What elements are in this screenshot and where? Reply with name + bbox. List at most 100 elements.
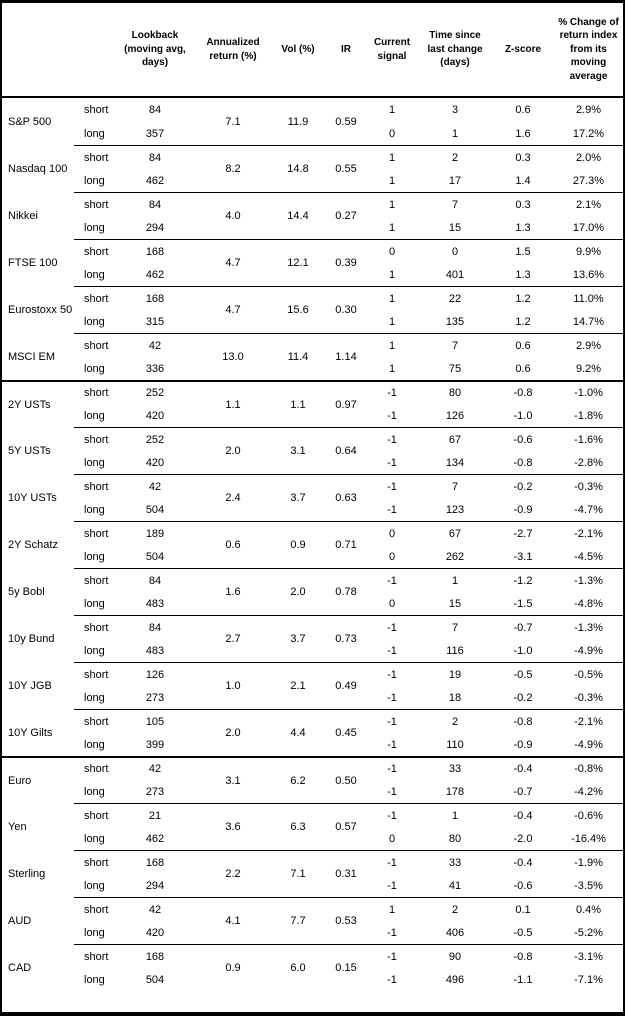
asset-group-aud: AUD short 42 4.1 7.7 0.53 1 2 0.1 0.4% long 420 -1 40… [2, 897, 623, 944]
vol-value: 7.1 [270, 850, 326, 897]
asset-name: 2Y Schatz [2, 521, 74, 568]
asset-group-cad: CAD short 168 0.9 6.0 0.15 -1 90 -0.8 -3.1% long 50… [2, 944, 623, 991]
col-header-annualized-return: Annualized return (%) [196, 3, 270, 98]
pct-change-value: 27.3% [572, 174, 605, 187]
leg-label: short [74, 286, 114, 310]
pct-change-value: -0.3% [554, 474, 623, 498]
lookback-value: 189 [114, 521, 196, 545]
col-header-asset [2, 3, 74, 98]
lookback-value: 357 [145, 127, 165, 140]
leg-label: long [84, 550, 105, 563]
pct-change-value: 2.0% [554, 145, 623, 169]
lookback-value: 504 [145, 550, 165, 563]
table-row-short: 10Y USTs short 42 2.4 3.7 0.63 -1 7 -0.2 -0.3% [2, 474, 623, 504]
asset-name: 2Y USTs [2, 380, 74, 427]
data-table: Lookback (moving avg, days) Annualized re… [2, 3, 623, 991]
ir-value: 0.55 [326, 145, 366, 192]
z-score-value: -1.1 [513, 973, 533, 986]
leg-label: short [74, 427, 114, 451]
col-header-time-since-last-change: Time since last change (days) [418, 3, 492, 98]
current-signal-value: 1 [388, 221, 396, 234]
table-row-long: long 462 0 80 -2.0 -16.4% [2, 827, 623, 850]
time-since-value: 178 [445, 785, 465, 798]
z-score-value: 1.2 [515, 315, 531, 328]
pct-change-value: 0.4% [554, 897, 623, 921]
time-since-value: 80 [418, 380, 492, 404]
asset-group-nikkei: Nikkei short 84 4.0 14.4 0.27 1 7 0.3 2.1% long 294… [2, 192, 623, 239]
z-score-value: -0.8 [492, 944, 554, 968]
annualized-return-value: 4.7 [196, 239, 270, 286]
current-signal-value: 1 [366, 286, 418, 310]
time-since-value: 67 [418, 427, 492, 451]
time-since-value: 3 [451, 104, 459, 116]
asset-name: S&P 500 [8, 115, 52, 128]
current-signal-value: -1 [366, 850, 418, 874]
ir-value: 0.57 [326, 803, 366, 850]
asset-name: 10Y Gilts [2, 709, 74, 756]
time-since-value: 15 [448, 221, 462, 234]
time-since-value: 406 [445, 926, 465, 939]
pct-change-value: 9.2% [575, 362, 602, 375]
current-signal-value: 1 [366, 192, 418, 216]
pct-change-value: -4.8% [574, 597, 603, 610]
lookback-value: 105 [114, 709, 196, 733]
leg-label: long [84, 597, 105, 610]
pct-change-value: -1.3% [554, 568, 623, 592]
table-row-long: long 420 -1 134 -0.8 -2.8% [2, 451, 623, 474]
time-since-value: 135 [445, 315, 465, 328]
annualized-return-value: 0.9 [196, 944, 270, 991]
z-score-value: 0.6 [492, 333, 554, 357]
pct-change-value: 9.9% [554, 239, 623, 263]
current-signal-value: -1 [366, 380, 418, 404]
asset-name: Nasdaq 100 [2, 145, 74, 192]
table-row-short: FTSE 100 short 168 4.7 12.1 0.39 0 0 1.5 9.9% [2, 239, 623, 269]
leg-label: long [84, 738, 105, 751]
pct-change-value: -7.1% [574, 973, 603, 986]
leg-label: long [84, 879, 105, 892]
ir-value: 1.14 [326, 333, 366, 380]
leg-label: long [84, 456, 105, 469]
lookback-value: 84 [114, 145, 196, 169]
pct-change-value: -0.6% [554, 803, 623, 827]
z-score-value: 1.5 [492, 239, 554, 263]
table-row-long: long 483 -1 116 -1.0 -4.9% [2, 639, 623, 662]
z-score-value: -1.5 [513, 597, 533, 610]
lookback-value: 168 [114, 239, 196, 263]
lookback-value: 252 [114, 427, 196, 451]
vol-value: 6.2 [270, 756, 326, 803]
z-score-value: -0.8 [492, 380, 554, 404]
pct-change-value: -0.8% [554, 756, 623, 780]
table-row-short: 5y Bobl short 84 1.6 2.0 0.78 -1 1 -1.2 -1.3% [2, 568, 623, 598]
pct-change-value: 2.9% [575, 104, 602, 116]
vol-value: 15.6 [270, 286, 326, 333]
time-since-value: 41 [448, 879, 462, 892]
lookback-value: 273 [145, 785, 165, 798]
leg-label: short [74, 521, 114, 545]
lookback-value: 462 [145, 268, 165, 281]
current-signal-value: -1 [366, 662, 418, 686]
annualized-return-value: 13.0 [196, 333, 270, 380]
lookback-value: 294 [145, 879, 165, 892]
lookback-value: 42 [114, 756, 196, 780]
pct-change-value: -4.5% [574, 550, 603, 563]
time-since-value: 7 [418, 474, 492, 498]
table-row-short: 2Y Schatz short 189 0.6 0.9 0.71 0 67 -2.7 -2.1% [2, 521, 623, 551]
table-row-long: long 315 1 135 1.2 14.7% [2, 310, 623, 333]
leg-label: short [74, 615, 114, 639]
col-header-z-score: Z-score [492, 3, 554, 98]
asset-group-euro: Euro short 42 3.1 6.2 0.50 -1 33 -0.4 -0.8% long 27… [2, 756, 623, 803]
lookback-value: 168 [114, 850, 196, 874]
current-signal-value: 0 [366, 239, 418, 263]
ir-value: 0.15 [326, 944, 366, 991]
time-since-value: 126 [445, 409, 465, 422]
time-since-value: 33 [418, 756, 492, 780]
z-score-value: 0.3 [492, 145, 554, 169]
annualized-return-value: 8.2 [196, 145, 270, 192]
asset-group-sterling: Sterling short 168 2.2 7.1 0.31 -1 33 -0.4 -1.9% l… [2, 850, 623, 897]
z-score-value: -1.2 [492, 568, 554, 592]
asset-group-10y-usts: 10Y USTs short 42 2.4 3.7 0.63 -1 7 -0.2 -0.3% lon… [2, 474, 623, 521]
z-score-value: 1.3 [515, 268, 531, 281]
asset-group-2y-schatz: 2Y Schatz short 189 0.6 0.9 0.71 0 67 -2.7 -2.1% l… [2, 521, 623, 568]
lookback-value: 84 [114, 615, 196, 639]
leg-label: long [84, 362, 105, 375]
